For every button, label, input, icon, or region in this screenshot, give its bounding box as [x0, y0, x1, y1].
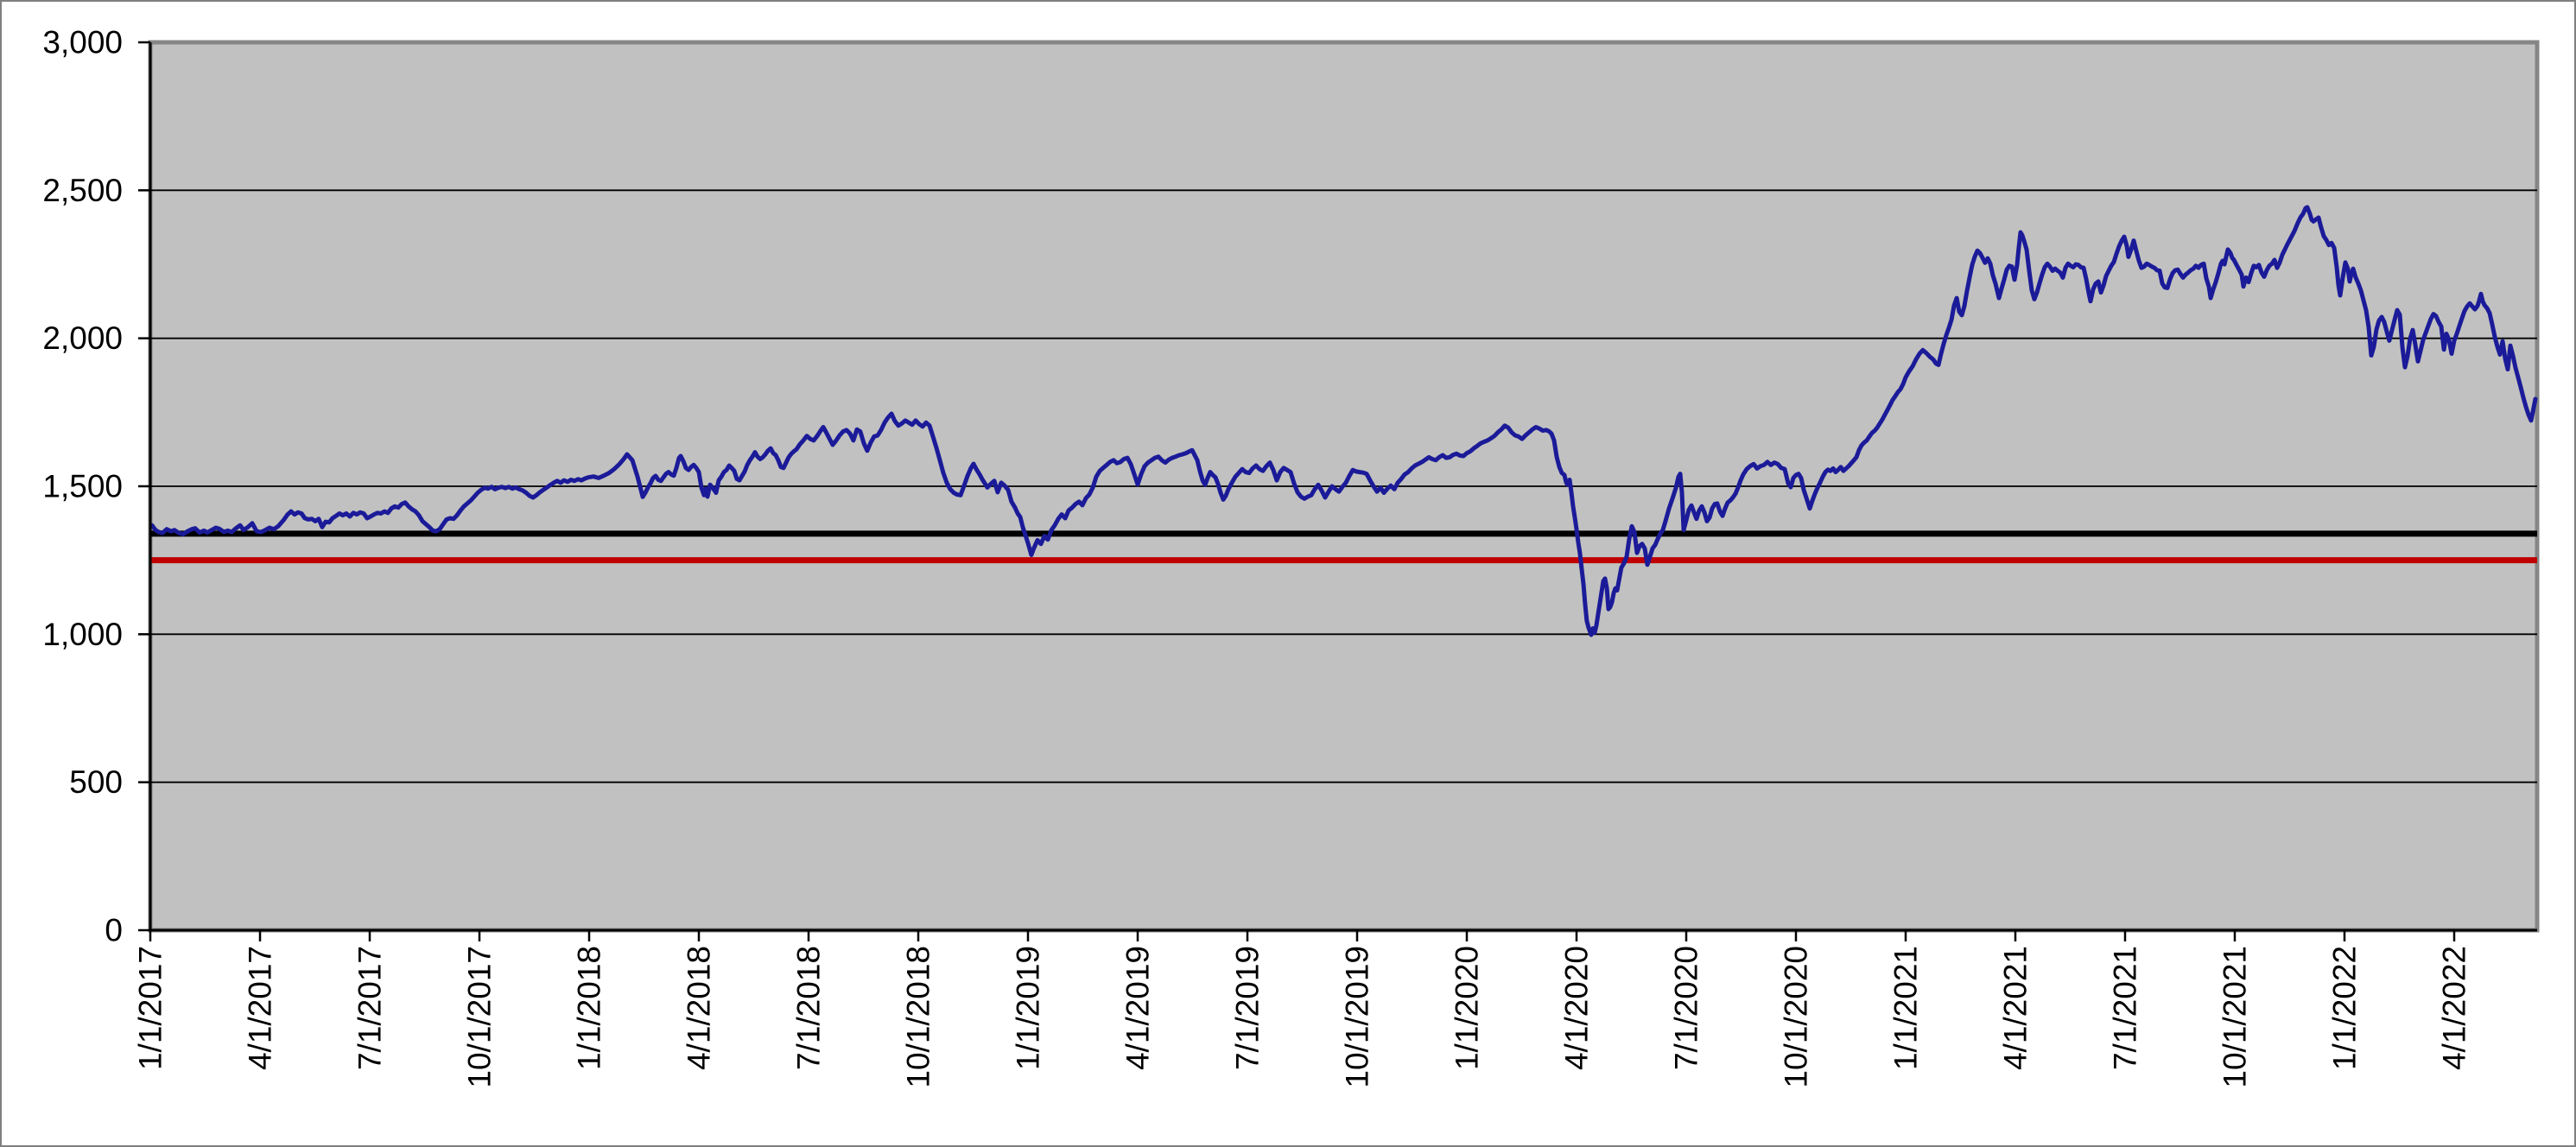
x-axis-tick-label: 1/1/2019: [1011, 946, 1046, 1070]
x-axis-tick-label: 4/1/2019: [1120, 946, 1156, 1070]
x-axis-tick-label: 1/1/2021: [1888, 946, 1924, 1070]
y-axis-tick-label: 500: [69, 764, 123, 800]
x-axis-tick-label: 4/1/2022: [2437, 946, 2472, 1070]
y-axis-tick-label: 0: [105, 913, 123, 948]
x-axis-tick-label: 7/1/2020: [1669, 946, 1704, 1070]
y-axis-tick-label: 1,000: [42, 617, 123, 652]
x-axis-tick-label: 1/1/2022: [2327, 946, 2363, 1070]
x-axis-tick-label: 4/1/2021: [1998, 946, 2034, 1070]
y-axis-tick-label: 2,000: [42, 320, 123, 356]
y-axis-tick-label: 2,500: [42, 173, 123, 208]
x-axis-tick-label: 10/1/2017: [462, 946, 498, 1088]
x-axis-tick-label: 1/1/2020: [1450, 946, 1485, 1070]
y-axis-tick-label: 1,500: [42, 469, 123, 504]
x-axis-tick-label: 1/1/2017: [133, 946, 168, 1070]
x-axis-tick-label: 7/1/2021: [2108, 946, 2143, 1070]
x-axis-tick-label: 10/1/2020: [1779, 946, 1814, 1088]
x-axis-tick-label: 4/1/2017: [243, 946, 278, 1070]
x-axis-tick-label: 10/1/2018: [901, 946, 936, 1088]
x-axis-tick-label: 1/1/2018: [572, 946, 607, 1070]
x-axis-tick-label: 4/1/2020: [1559, 946, 1595, 1070]
x-axis-tick-label: 10/1/2019: [1340, 946, 1375, 1088]
x-axis-tick-label: 7/1/2018: [791, 946, 827, 1070]
x-axis-tick-label: 7/1/2019: [1230, 946, 1266, 1070]
x-axis-tick-label: 7/1/2017: [352, 946, 388, 1070]
series-line-daily-index-value: [149, 205, 2538, 637]
x-axis-tick-label: 4/1/2018: [682, 946, 717, 1070]
y-axis-tick-label: 3,000: [42, 25, 123, 60]
x-axis-tick-label: 10/1/2021: [2218, 946, 2253, 1088]
